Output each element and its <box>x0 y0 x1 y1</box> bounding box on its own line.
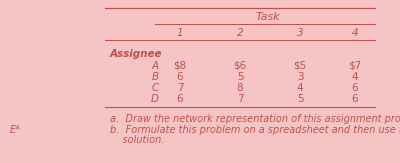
Text: 3: 3 <box>297 28 303 38</box>
Text: solution.: solution. <box>110 135 164 145</box>
Text: 5: 5 <box>297 94 303 104</box>
Text: a.  Draw the network representation of this assignment problem.: a. Draw the network representation of th… <box>110 114 400 124</box>
Text: 6: 6 <box>352 83 358 93</box>
Text: b.  Formulate this problem on a spreadsheet and then use the Excel Solver to obt: b. Formulate this problem on a spreadshe… <box>110 125 400 135</box>
Text: 2: 2 <box>237 28 243 38</box>
Text: A: A <box>152 61 158 71</box>
Text: 5: 5 <box>237 72 243 82</box>
Text: 4: 4 <box>297 83 303 93</box>
Text: E*: E* <box>10 125 21 135</box>
Text: Task: Task <box>255 12 280 22</box>
Text: C: C <box>151 83 159 93</box>
Text: 6: 6 <box>177 72 183 82</box>
Text: 4: 4 <box>352 72 358 82</box>
Text: Assignee: Assignee <box>110 49 162 59</box>
Text: $5: $5 <box>293 61 307 71</box>
Text: D: D <box>151 94 159 104</box>
Text: 6: 6 <box>352 94 358 104</box>
Text: 7: 7 <box>237 94 243 104</box>
Text: $7: $7 <box>348 61 362 71</box>
Text: 3: 3 <box>297 72 303 82</box>
Text: 6: 6 <box>177 94 183 104</box>
Text: 4: 4 <box>352 28 358 38</box>
Text: 8: 8 <box>237 83 243 93</box>
Text: B: B <box>152 72 158 82</box>
Text: 1: 1 <box>177 28 183 38</box>
Text: $8: $8 <box>173 61 187 71</box>
Text: 7: 7 <box>177 83 183 93</box>
Text: $6: $6 <box>233 61 247 71</box>
